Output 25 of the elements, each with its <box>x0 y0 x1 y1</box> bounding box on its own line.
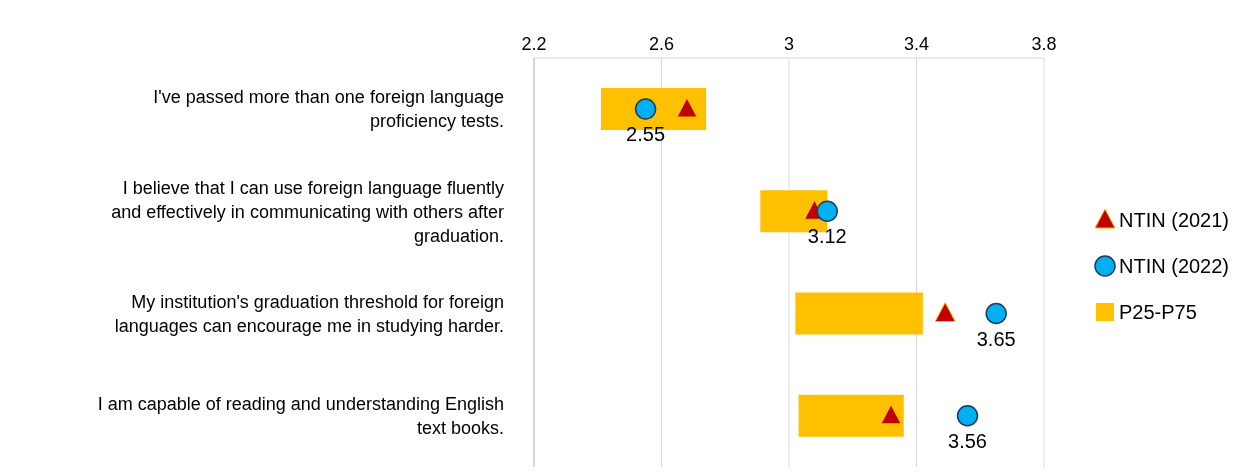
y-tick-label: My institution's graduation threshold for foreign languages can encourage me in studying harder. <box>114 291 504 336</box>
x-tick-label: 2.2 <box>521 34 547 54</box>
data-label: 3.12 <box>807 225 847 248</box>
x-tick-label: 3.4 <box>903 34 930 54</box>
bar <box>798 394 904 437</box>
point <box>934 302 956 322</box>
legend-label: P25-P75 <box>1119 300 1197 324</box>
data-label: 3.65 <box>976 327 1016 350</box>
data-label: 2.55 <box>626 123 666 145</box>
point <box>880 404 902 425</box>
point <box>816 200 838 222</box>
x-tick-label: 2.6 <box>648 34 675 54</box>
x-tick-label: 3.8 <box>1031 34 1057 54</box>
legend-label: NTIN (2021) <box>1119 208 1230 232</box>
x-tick-label: 3 <box>783 34 795 54</box>
data-label: 3.56 <box>948 429 987 452</box>
bar <box>795 292 923 335</box>
y-tick-label: I've passed more than one foreign language proficiency tests. <box>153 87 504 132</box>
y-tick-label: I believe that I can use foreign language fluently and effectively in communicating with others after graduation. <box>111 177 504 246</box>
y-tick-label: I am capable of reading and understanding English text books. <box>97 394 504 439</box>
point <box>985 302 1007 325</box>
point <box>676 97 698 118</box>
point <box>956 405 979 427</box>
point <box>634 98 657 120</box>
legend-label: NTIN (2022) <box>1119 254 1230 278</box>
